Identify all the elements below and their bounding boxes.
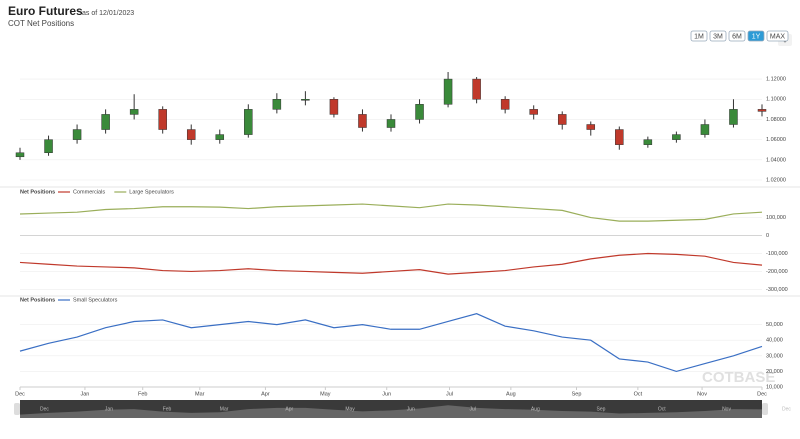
x-tick-label: Jan xyxy=(80,391,89,397)
y-tick-label: 1.02000 xyxy=(766,177,786,183)
candle-body xyxy=(101,114,110,130)
series-line xyxy=(19,203,763,222)
y-tick-label: 1.10000 xyxy=(766,97,786,103)
range-button-label[interactable]: 1M xyxy=(694,33,704,40)
range-button[interactable] xyxy=(709,30,727,42)
legend-label[interactable]: Large Speculators xyxy=(129,189,174,195)
candle-body xyxy=(500,99,510,110)
candle-body xyxy=(301,99,310,101)
x-tick-label: Dec xyxy=(15,391,25,397)
x-tick-label: Nov xyxy=(697,391,707,397)
candle-body xyxy=(244,109,253,135)
navigator-label: May xyxy=(345,406,355,412)
x-tick-label: Jul xyxy=(446,391,453,397)
legend-label[interactable]: Commercials xyxy=(73,189,105,195)
navigator-label: Sep xyxy=(597,406,606,412)
series-line xyxy=(19,313,763,373)
navigator-handle[interactable] xyxy=(14,403,20,415)
navigator-label: Dec xyxy=(40,406,49,412)
range-button-label[interactable]: 6M xyxy=(732,33,742,40)
navigator-label: Feb xyxy=(163,406,172,412)
x-tick-label: Apr xyxy=(261,391,270,397)
candle-body xyxy=(615,129,624,145)
navigator-label: Jun xyxy=(407,406,415,412)
navigator-label: Apr xyxy=(285,406,293,412)
candle-body xyxy=(215,134,225,140)
navigator-label: Mar xyxy=(220,406,229,412)
navigator-label: Jan xyxy=(105,406,113,412)
date: as of 12/01/2023 xyxy=(82,10,134,17)
x-tick-label: Aug xyxy=(506,391,516,397)
y-tick-label: -100,000 xyxy=(766,251,788,257)
x-tick-label: Oct xyxy=(634,391,643,397)
candle-body xyxy=(443,78,453,105)
watermark: COTBASE xyxy=(702,369,775,386)
range-button[interactable] xyxy=(747,30,765,42)
navigator-handle[interactable] xyxy=(762,403,768,415)
navigator-area xyxy=(20,405,762,418)
range-button[interactable] xyxy=(690,30,708,42)
candle-body xyxy=(15,152,25,158)
y-tick-label: 100,000 xyxy=(766,215,786,221)
navigator-label: Nov xyxy=(722,406,731,412)
navigator-label: Jul xyxy=(470,406,476,412)
y-tick-label: 0 xyxy=(766,233,769,239)
candle-body xyxy=(700,124,710,135)
range-button-label[interactable]: 1Y xyxy=(752,33,761,40)
title: Euro Futures xyxy=(8,4,83,18)
candle-body xyxy=(329,99,339,115)
x-tick-label: Feb xyxy=(138,391,147,397)
candle-body xyxy=(472,78,481,100)
range-button-label[interactable]: 3M xyxy=(713,33,723,40)
legend-title: Net Positions xyxy=(20,189,55,195)
navigator-label: Aug xyxy=(531,406,540,412)
y-tick-label: 1.08000 xyxy=(766,117,786,123)
candle-body xyxy=(757,109,767,112)
x-tick-label: Jun xyxy=(382,391,391,397)
candle-body xyxy=(72,129,82,140)
range-button[interactable] xyxy=(728,30,746,42)
series-line xyxy=(19,252,763,275)
legend-title: Net Positions xyxy=(20,297,55,303)
candle-body xyxy=(186,129,196,140)
y-tick-label: 30,000 xyxy=(766,353,783,359)
y-tick-label: 1.12000 xyxy=(766,77,786,83)
navigator-label: Dec xyxy=(782,406,791,412)
y-tick-label: 50,000 xyxy=(766,322,783,328)
y-tick-label: 1.06000 xyxy=(766,137,786,143)
candle-body xyxy=(44,139,53,154)
y-tick-label: 20,000 xyxy=(766,369,783,375)
candle-body xyxy=(672,134,681,140)
candle-body xyxy=(529,109,538,115)
candle-body xyxy=(643,139,653,145)
candle-body xyxy=(415,104,424,120)
candle-body xyxy=(158,109,167,130)
candle-body xyxy=(272,99,282,110)
candle-body xyxy=(358,114,367,128)
x-tick-label: Sep xyxy=(572,391,582,397)
candle-body xyxy=(729,109,738,125)
legend-label[interactable]: Small Speculators xyxy=(73,297,118,303)
candle-body xyxy=(557,114,567,125)
x-tick-label: Mar xyxy=(195,391,205,397)
range-button-label[interactable]: MAX xyxy=(770,33,786,40)
candle-body xyxy=(386,119,396,128)
navigator-label: Oct xyxy=(658,406,666,412)
y-tick-label: -300,000 xyxy=(766,287,788,293)
y-tick-label: 1.04000 xyxy=(766,157,786,163)
y-tick-label: 10,000 xyxy=(766,384,783,390)
candle-body xyxy=(129,109,139,115)
x-tick-label: Dec xyxy=(757,391,767,397)
candle-body xyxy=(586,124,596,130)
y-tick-label: -200,000 xyxy=(766,269,788,275)
x-tick-label: May xyxy=(320,391,331,397)
subtitle: COT Net Positions xyxy=(8,19,74,28)
y-tick-label: 40,000 xyxy=(766,338,783,344)
range-button[interactable] xyxy=(766,30,789,42)
